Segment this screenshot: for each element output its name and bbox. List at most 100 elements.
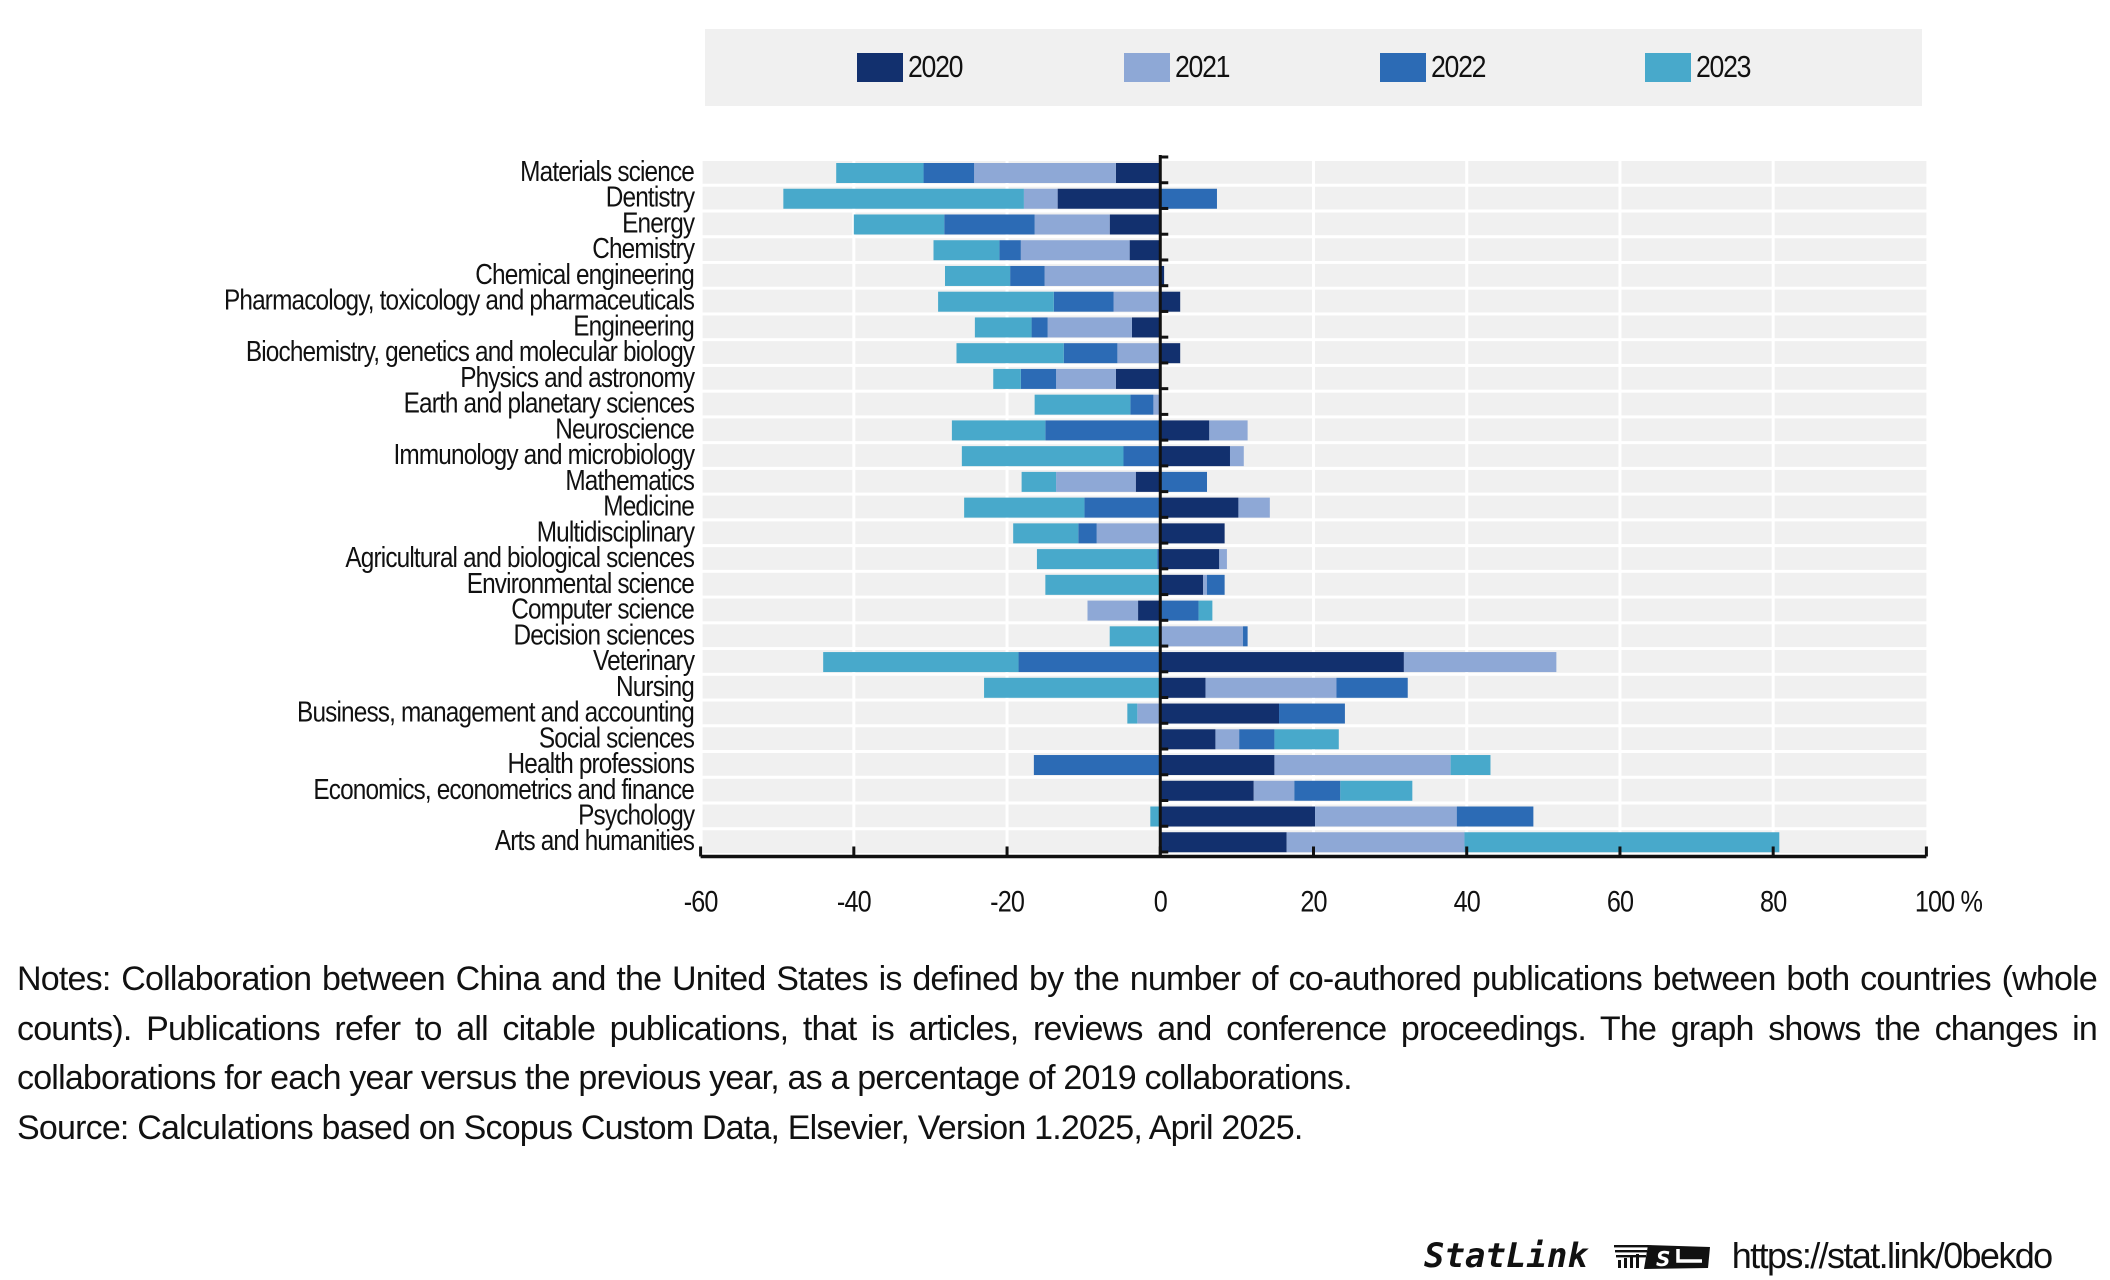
category-label: Business, management and accounting xyxy=(297,696,694,728)
bar-segment-2023 xyxy=(964,497,1085,518)
legend-item-2022[interactable]: 2022 xyxy=(1380,49,1494,84)
bar-segment-2023 xyxy=(1450,755,1491,776)
bar-segment-2021 xyxy=(1087,600,1139,621)
bar-segment-2023 xyxy=(836,163,924,183)
bar-segment-2023 xyxy=(993,368,1021,389)
category-label: Chemistry xyxy=(592,232,695,264)
x-tick-label: -20 xyxy=(990,884,1024,918)
bar-segment-2021 xyxy=(974,163,1116,183)
bar-segment-2020 xyxy=(1115,163,1161,183)
legend-item-2021[interactable]: 2021 xyxy=(1124,49,1238,84)
bar-segment-2021 xyxy=(1047,317,1132,338)
bar-segment-2023 xyxy=(984,677,1161,698)
x-tick-label: -40 xyxy=(837,884,871,918)
statlink-label: StatLink xyxy=(1424,1236,1588,1276)
bar-segment-2020 xyxy=(1135,471,1161,492)
statlink-url[interactable]: https://stat.link/0bekdo xyxy=(1731,1235,2053,1276)
bar-segment-2023 xyxy=(1109,626,1161,647)
svg-text:S: S xyxy=(1656,1247,1670,1271)
statlink-logo-icon: S xyxy=(1613,1245,1710,1271)
bar-segment-2021 xyxy=(1403,652,1557,673)
bar-segment-2020 xyxy=(1160,652,1404,673)
bar-segment-2022 xyxy=(1020,368,1057,389)
category-label: Pharmacology, toxicology and pharmaceuti… xyxy=(224,284,695,316)
legend-swatch-2020 xyxy=(857,52,903,82)
bar-segment-2023 xyxy=(1013,523,1079,544)
legend-swatch-2022 xyxy=(1380,52,1426,82)
bar-segment-2021 xyxy=(1203,574,1208,595)
category-label: Medicine xyxy=(603,490,694,522)
notes: Notes: Collaboration between China and t… xyxy=(17,955,2098,1153)
bar-segment-2022 xyxy=(944,214,1035,235)
bar-segment-2021 xyxy=(1023,188,1058,209)
bar-segment-2023 xyxy=(1036,549,1158,570)
bar-segment-2022 xyxy=(1160,471,1208,492)
x-tick-label: 20 xyxy=(1300,884,1327,918)
bar-segment-2021 xyxy=(1286,832,1465,853)
bar-segment-2023 xyxy=(961,446,1124,467)
bar-segment-2020 xyxy=(1160,780,1254,801)
bar-segment-2022 xyxy=(1063,343,1118,364)
legend-label-2023: 2023 xyxy=(1696,49,1751,84)
bar-segment-2020 xyxy=(1160,755,1275,776)
category-label: Health professions xyxy=(508,747,695,779)
category-label: Neuroscience xyxy=(555,412,694,444)
bar-segment-2020 xyxy=(1160,446,1230,467)
category-label: Biochemistry, genetics and molecular bio… xyxy=(246,335,696,367)
bar-segment-2021 xyxy=(1160,626,1244,647)
bar-segment-2022 xyxy=(999,240,1021,261)
bar-segment-2021 xyxy=(1215,729,1240,750)
bar-segment-2021 xyxy=(1020,240,1130,261)
bar-segment-2022 xyxy=(1336,677,1408,698)
category-label: Veterinary xyxy=(593,644,696,676)
bar-segment-2022 xyxy=(1294,780,1341,801)
bar-segment-2020 xyxy=(1129,240,1161,261)
bar-segment-2021 xyxy=(1113,291,1161,312)
legend-swatch-2021 xyxy=(1124,52,1170,82)
bar-segment-2021 xyxy=(1034,214,1110,235)
bar-segment-2020 xyxy=(1160,549,1220,570)
bar-segment-2022 xyxy=(1053,291,1114,312)
bar-segment-2023 xyxy=(933,240,1000,261)
x-tick-label: 100 % xyxy=(1915,884,1982,918)
category-label: Arts and humanities xyxy=(495,824,695,856)
bar-segment-2023 xyxy=(1150,806,1161,827)
legend-swatch-2023 xyxy=(1645,52,1691,82)
bar-segment-2022 xyxy=(1160,188,1217,209)
bar-segment-2020 xyxy=(1138,600,1161,621)
bar-segment-2021 xyxy=(1315,806,1457,827)
bar-segment-2022 xyxy=(1130,394,1154,415)
category-label: Physics and astronomy xyxy=(460,361,695,393)
bar-segment-2020 xyxy=(1160,729,1216,750)
bar-segment-2023 xyxy=(823,652,1019,673)
category-label: Computer science xyxy=(511,593,694,625)
legend-label-2020: 2020 xyxy=(908,49,963,84)
bar-segment-2020 xyxy=(1160,343,1181,364)
bar-segment-2021 xyxy=(1205,677,1337,698)
legend-item-2020[interactable]: 2020 xyxy=(857,49,971,84)
bar-segment-2020 xyxy=(1160,806,1316,827)
bar-segment-2023 xyxy=(1021,471,1057,492)
bar-segment-2020 xyxy=(1160,497,1239,518)
category-label: Agricultural and biological sciences xyxy=(345,541,694,573)
notes-line-2: counts). Publications refer to all citab… xyxy=(17,1009,2098,1048)
bar-segment-2020 xyxy=(1160,420,1210,441)
bar-segment-2020 xyxy=(1115,368,1161,389)
bar-segment-2022 xyxy=(1456,806,1534,827)
bar-segment-2023 xyxy=(1045,574,1161,595)
bar-segment-2023 xyxy=(956,343,1064,364)
bar-segment-2022 xyxy=(1207,574,1225,595)
bar-segment-2021 xyxy=(1117,343,1161,364)
legend-item-2023[interactable]: 2023 xyxy=(1645,49,1759,84)
category-label: Immunology and microbiology xyxy=(394,438,696,470)
bar-segment-2020 xyxy=(1160,523,1225,544)
legend-label-2021: 2021 xyxy=(1175,49,1230,84)
bar-segment-2022 xyxy=(1084,497,1161,518)
bar-segment-2023 xyxy=(938,291,1054,312)
category-label: Materials science xyxy=(520,155,694,187)
bar-segment-2023 xyxy=(853,214,945,235)
category-label: Decision sciences xyxy=(514,618,695,650)
bar-segment-2022 xyxy=(1010,265,1045,286)
category-label: Engineering xyxy=(573,309,694,341)
